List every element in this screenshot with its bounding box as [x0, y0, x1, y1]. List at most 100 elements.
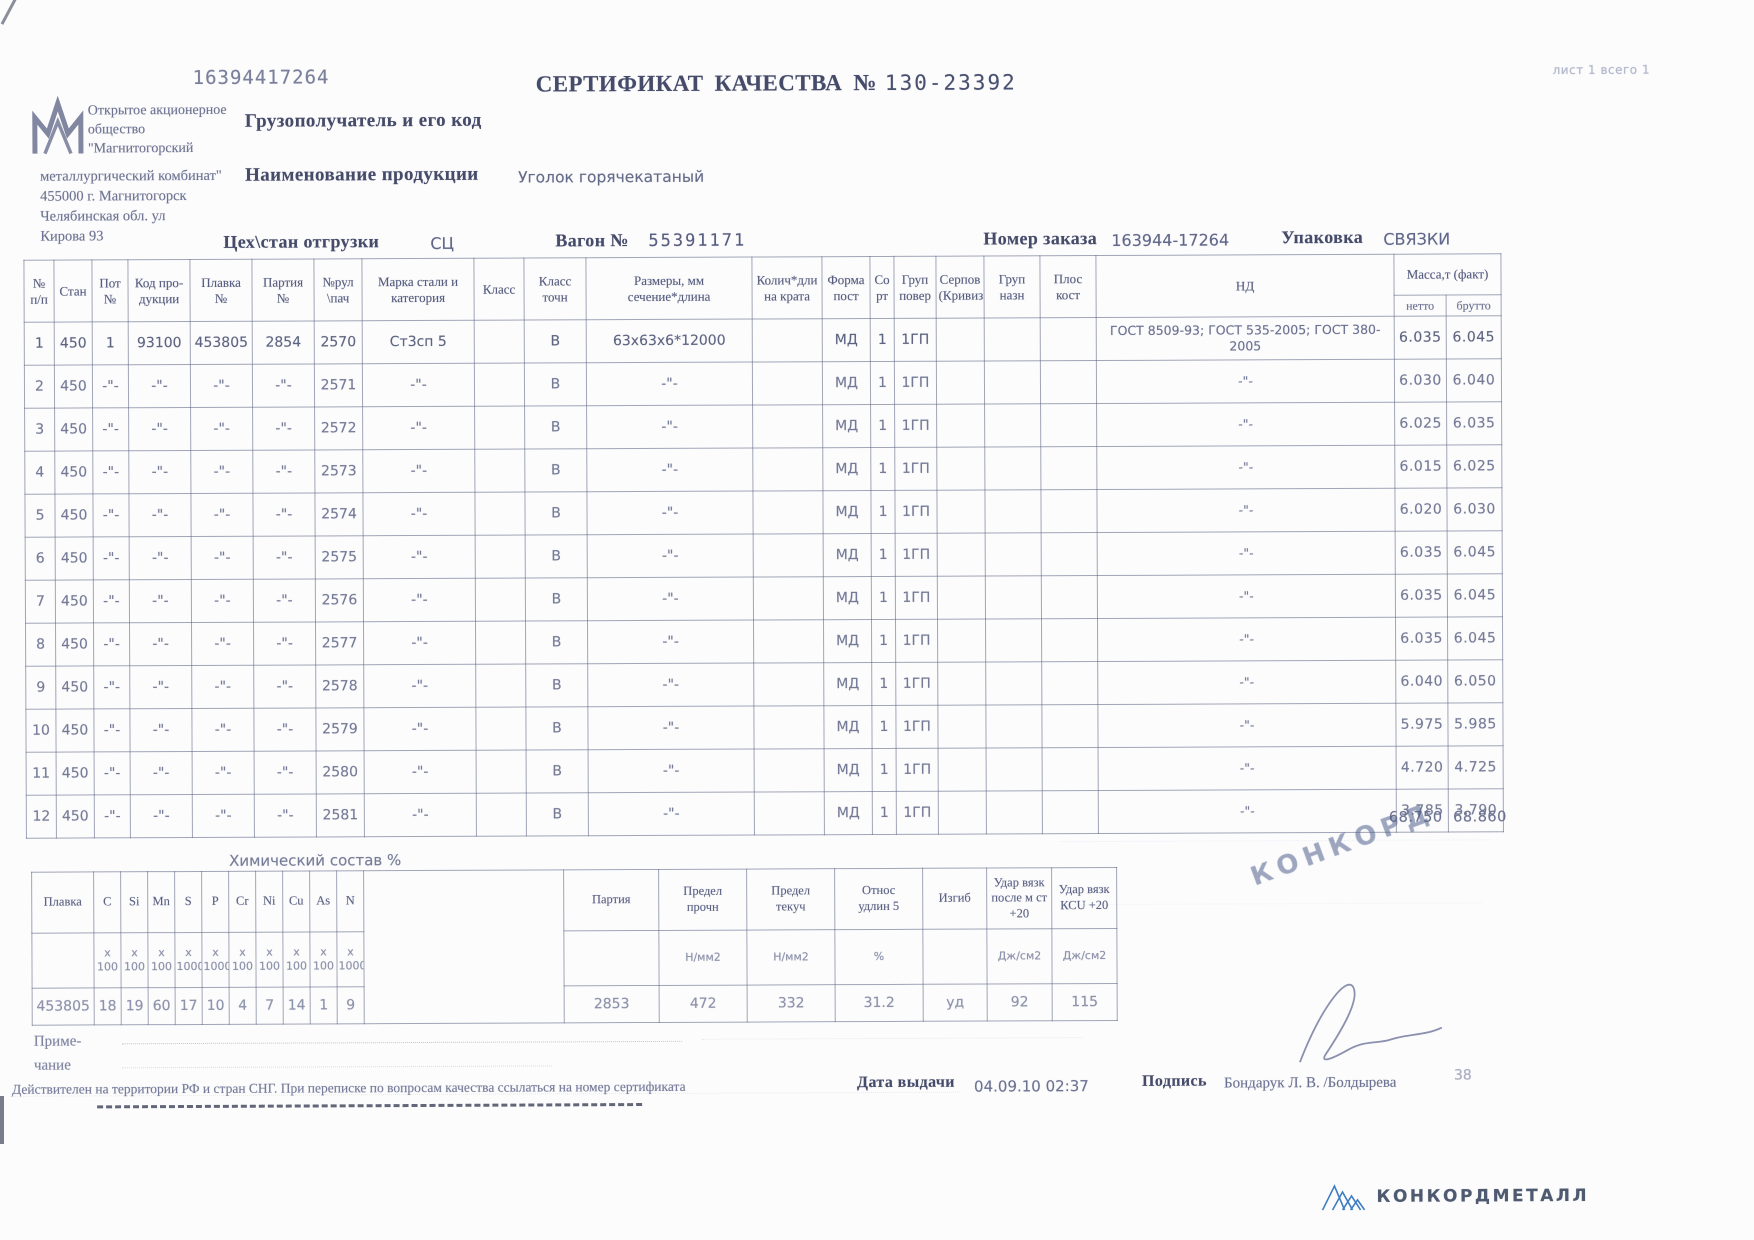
table-cell: -"-: [586, 491, 754, 535]
table-cell: -"-: [1097, 574, 1396, 619]
mech-multiplier: [563, 930, 660, 986]
table-cell: -"-: [363, 578, 476, 622]
table-cell: -"-: [130, 794, 193, 838]
table-cell: 2571: [314, 363, 363, 407]
chem-multiplier: х 100: [228, 932, 257, 988]
table-cell: -"-: [191, 536, 254, 580]
table-cell: 2579: [315, 707, 365, 751]
signature-label: Подпись: [1141, 1072, 1207, 1090]
table-cell: [937, 662, 986, 706]
table-cell: 5.975: [1395, 703, 1449, 747]
shipment-table-header: № п/п Стан Пот № Код про- дукции Плавка …: [23, 253, 1502, 323]
table-cell: [1041, 575, 1098, 619]
table-row: 7 450 -"- -"- -"- -"- 2576 -"- В -"- МД 1 1ГП -"- 6.03…: [25, 573, 1503, 624]
table-cell: В: [525, 620, 588, 665]
table-cell: -"-: [92, 450, 129, 494]
chem-col-header: Ni: [255, 871, 283, 933]
table-cell: В: [524, 319, 587, 364]
col-header: №рул \пач: [313, 258, 363, 321]
table-cell: 6.035: [1395, 531, 1448, 575]
col-header: Колич*дли на крата: [751, 256, 823, 320]
mech-multiplier: Н/мм2: [746, 929, 836, 986]
table-cell: -"-: [128, 450, 191, 494]
table-cell: МД: [822, 361, 871, 405]
table-cell: В: [524, 448, 587, 493]
faint-rule: [1061, 902, 1482, 906]
table-cell: -"-: [92, 364, 129, 408]
table-cell: -"-: [93, 622, 130, 666]
col-header: Класс: [473, 258, 525, 321]
table-cell: [476, 793, 527, 837]
mech-value: 472: [659, 985, 748, 1023]
table-cell: 2570: [314, 320, 363, 364]
chem-col-header: Плавка: [31, 871, 94, 934]
table-cell: [985, 575, 1042, 620]
chem-col-header: P: [201, 871, 229, 933]
mech-multiplier: [922, 929, 988, 985]
table-cell: -"-: [129, 622, 192, 666]
table-cell: [752, 490, 824, 535]
shipment-table-body: 1 450 1 93100 453805 2854 2570 Ст3сп 5 В 63х63х6*…: [24, 315, 1504, 839]
table-cell: 1ГП: [896, 748, 939, 792]
spacer-cell: [363, 869, 565, 1024]
table-row: х 100 х 100 х 100 х 1000 х 1000 х 100 х 100 х 1…: [31, 928, 1118, 989]
table-cell: [1041, 532, 1098, 576]
table-row: 11 450 -"- -"- -"- -"- 2580 -"- В -"- МД 1 1ГП -"- 4.7…: [26, 745, 1504, 796]
table-cell: [474, 492, 526, 536]
packing-value: СВЯЗКИ: [1383, 229, 1451, 249]
table-cell: -"-: [93, 579, 130, 623]
wagon-label: Вагон №: [555, 230, 629, 251]
table-cell: МД: [823, 705, 873, 749]
table-cell: [1040, 317, 1097, 361]
shipment-table: № п/п Стан Пот № Код про- дукции Плавка …: [23, 253, 1504, 839]
table-cell: 450: [56, 751, 95, 796]
title-label: СЕРТИФИКАТ КАЧЕСТВА №: [535, 69, 877, 97]
table-cell: 8: [25, 623, 56, 667]
table-cell: 2577: [315, 621, 364, 665]
table-cell: -"-: [586, 405, 753, 449]
table-cell: -"-: [94, 751, 131, 795]
table-cell: 450: [55, 579, 94, 624]
table-cell: -"-: [362, 363, 475, 407]
table-cell: -"-: [191, 622, 254, 666]
table-cell: В: [525, 577, 588, 622]
table-cell: 450: [54, 321, 93, 366]
chem-col-header: Si: [120, 871, 148, 933]
table-cell: 1: [870, 361, 895, 405]
table-cell: 2: [24, 365, 55, 409]
table-cell: -"-: [586, 448, 753, 492]
table-cell: [752, 447, 823, 492]
table-cell: -"-: [587, 706, 755, 750]
col-header: Форма пост: [821, 256, 871, 319]
table-cell: 6.035: [1446, 401, 1502, 446]
table-cell: [474, 363, 525, 407]
chem-value: 10: [202, 987, 230, 1025]
table-cell: 1: [870, 318, 895, 362]
table-cell: МД: [822, 447, 871, 491]
col-header: Партия №: [251, 258, 315, 322]
table-cell: [984, 446, 1041, 491]
table-cell: 450: [55, 622, 94, 667]
table-cell: -"-: [363, 621, 476, 665]
table-cell: -"-: [586, 362, 753, 406]
note-rule: [701, 1037, 1082, 1040]
table-cell: 6.045: [1447, 616, 1503, 661]
table-cell: [753, 533, 824, 578]
col-header: Класс точн: [523, 257, 587, 321]
table-cell: 6.025: [1394, 402, 1447, 446]
table-cell: 1ГП: [894, 361, 937, 405]
chem-col-header: C: [93, 871, 121, 933]
chem-value: 19: [121, 987, 149, 1025]
table-cell: [986, 790, 1043, 835]
table-cell: 10: [25, 709, 57, 753]
chem-title: Химический состав %: [229, 851, 402, 870]
table-cell: 1ГП: [895, 533, 938, 577]
table-cell: 6.030: [1394, 359, 1447, 403]
chem-mech-table: Плавка C Si Mn S P Cr Ni Cu As N Партия Предел прочн…: [31, 867, 1118, 1026]
table-cell: 1: [872, 748, 897, 792]
table-cell: 1: [871, 705, 897, 749]
table-cell: [936, 361, 985, 405]
table-cell: -"-: [252, 363, 315, 408]
table-cell: МД: [823, 662, 872, 706]
